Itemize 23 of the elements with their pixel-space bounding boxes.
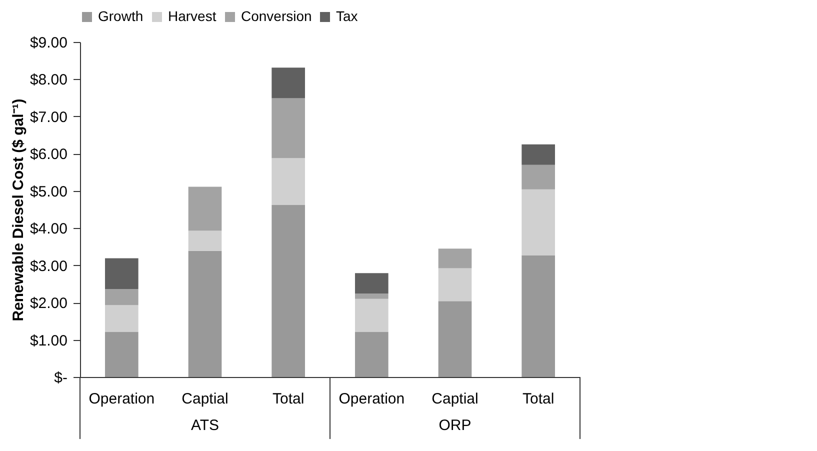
y-tick-label: $1.00 [30,332,68,350]
y-tick-label: $8.00 [30,72,68,89]
x-tick-label: Captial [182,390,228,408]
legend-label: Harvest [168,8,216,24]
legend-label: Conversion [241,8,312,24]
y-tick-label: $3.00 [30,258,68,275]
y-tick-label: $2.00 [30,295,68,312]
text: ORP [438,417,472,434]
x-tick-label: Total [522,390,554,408]
legend-label: Growth [98,8,144,24]
y-axis-title: Renewable Diesel Cost ($ gal⁻¹) [10,98,27,322]
y-tick-label: $9.00 [30,34,68,52]
y-tick-label: $- [54,370,68,386]
y-tick-label: $6.00 [30,146,68,164]
x-tick-label: Total [272,390,304,408]
y-tick-label: $7.00 [30,108,68,126]
legend-label: Tax [336,8,358,24]
x-tick-label: Operation [338,390,405,408]
x-tick-label: Captial [432,390,478,408]
text: ATS [190,417,220,434]
x-tick-label: Operation [88,390,155,408]
y-tick-label: $4.00 [30,220,68,238]
y-tick-label: $5.00 [30,183,68,200]
